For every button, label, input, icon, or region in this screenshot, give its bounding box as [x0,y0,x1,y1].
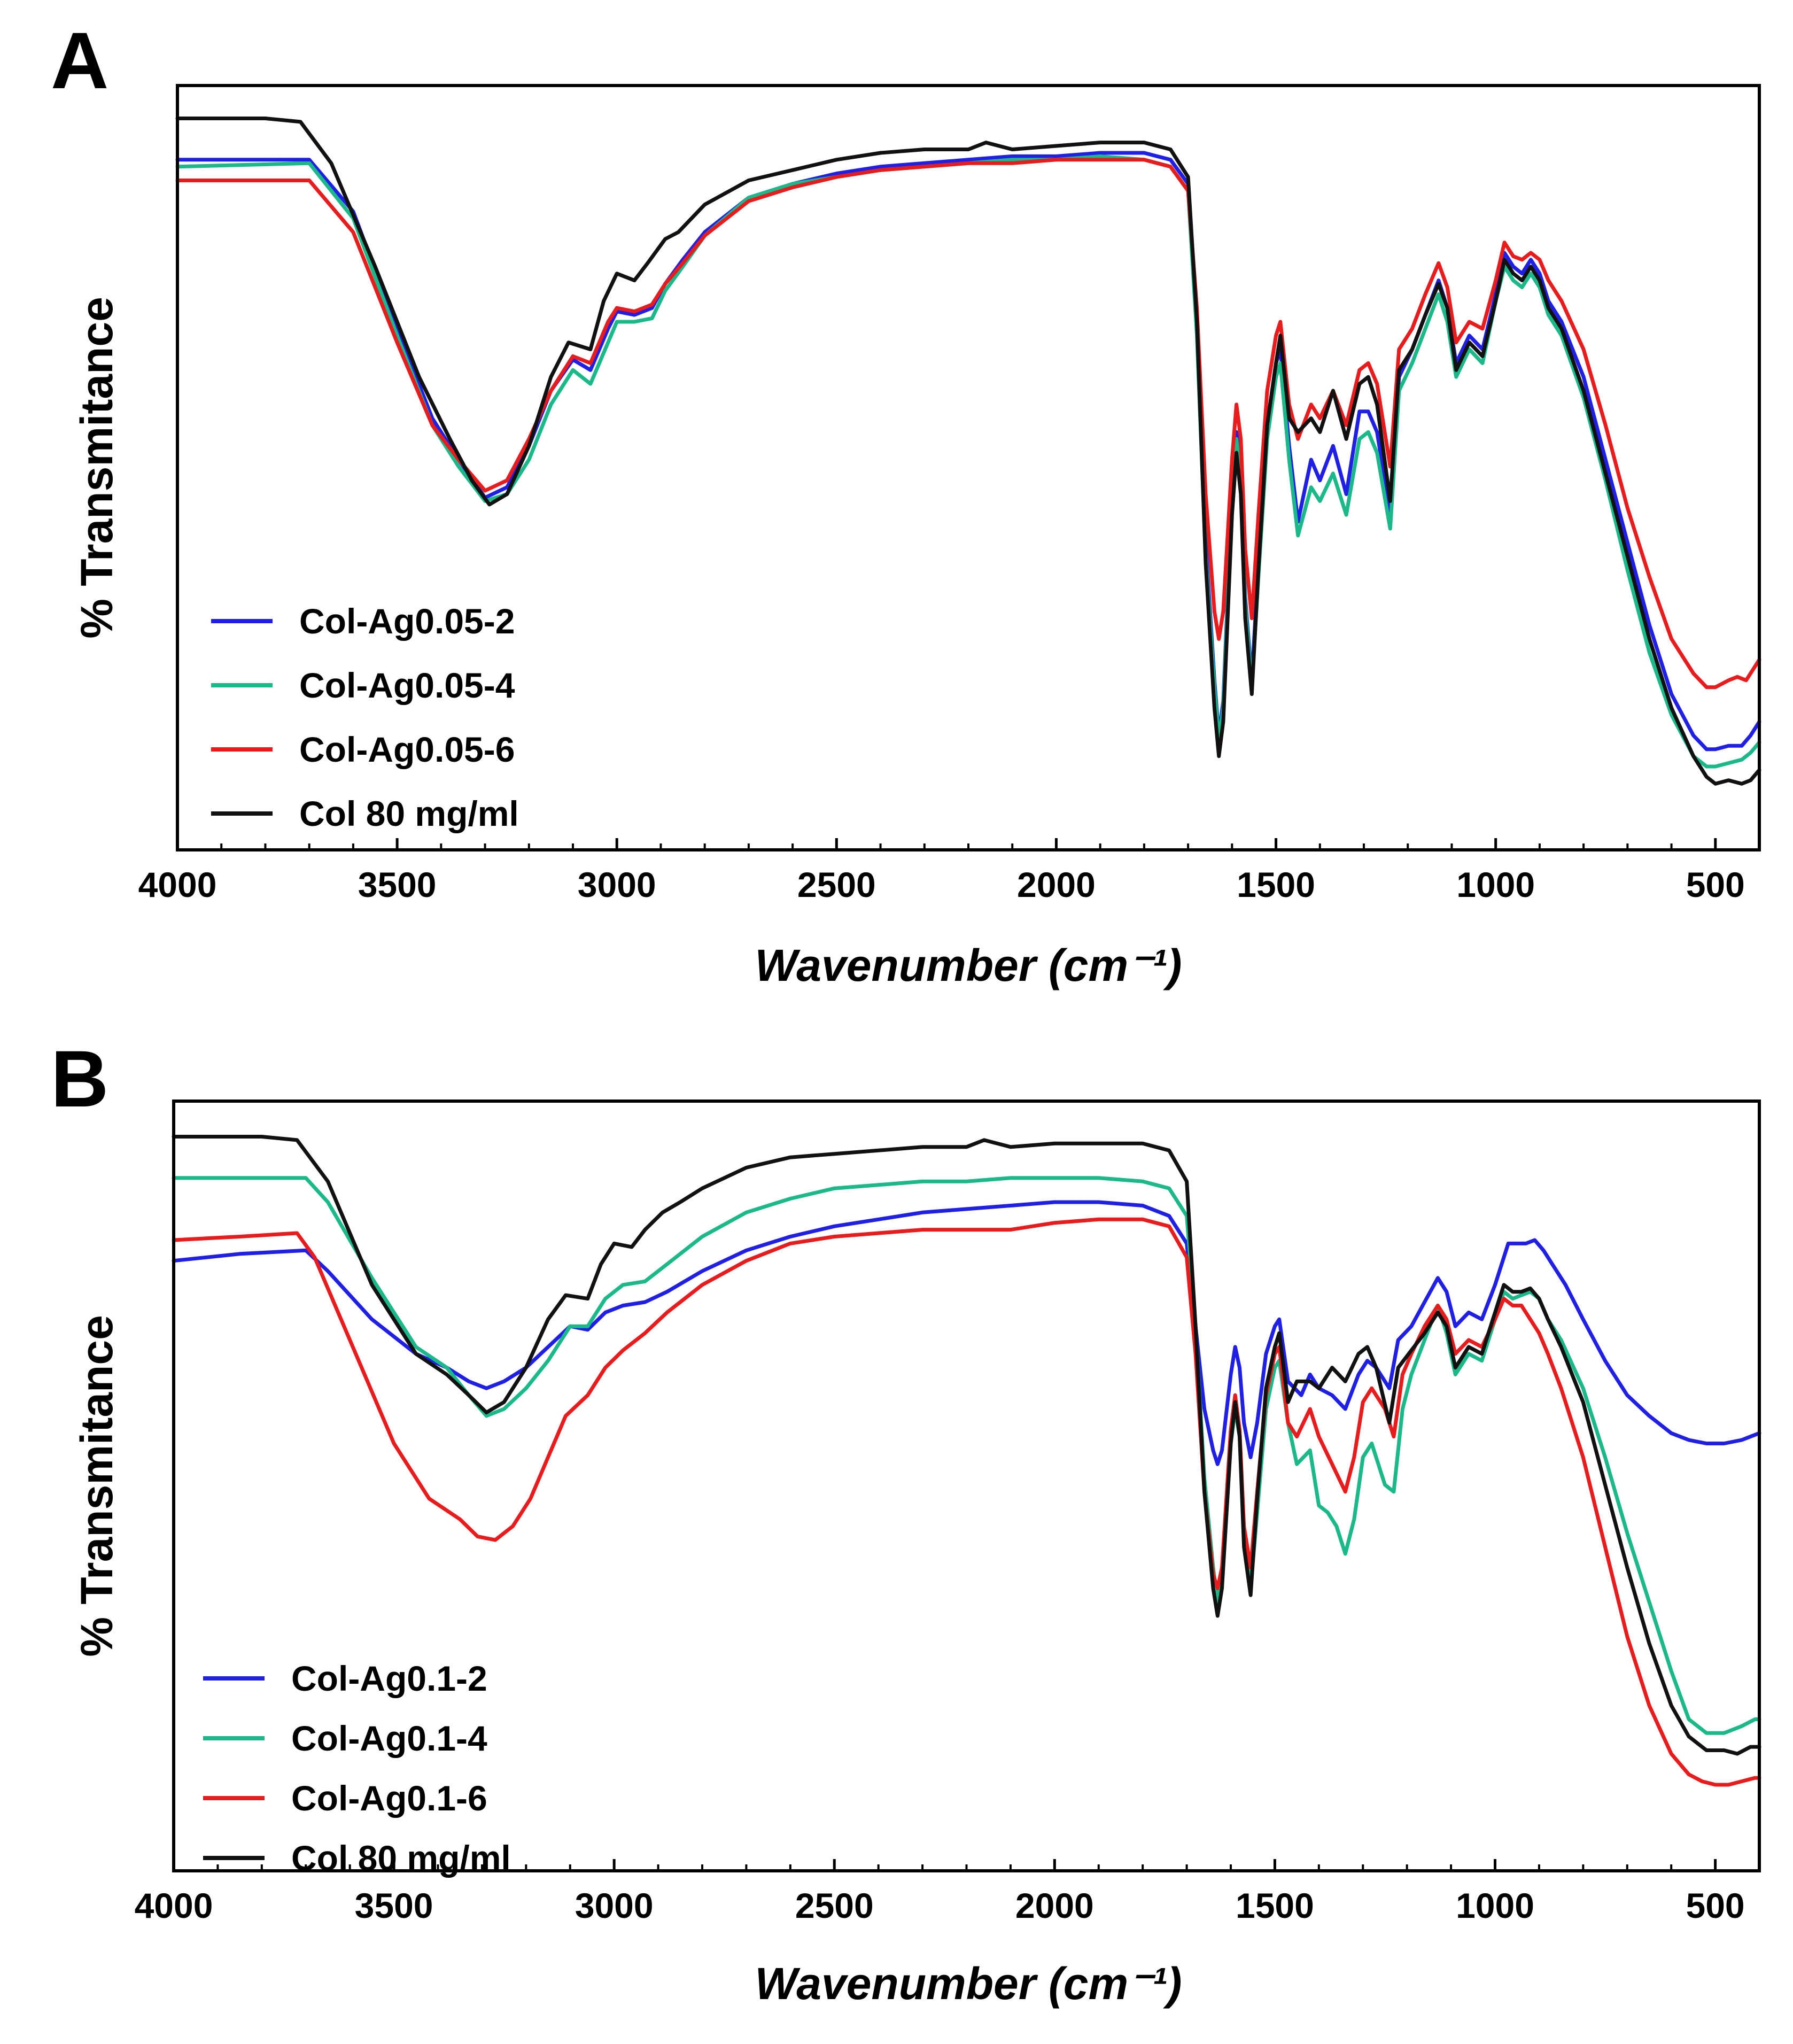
x-tick-label: 3000 [575,1886,654,1925]
x-tick-label: 500 [1686,865,1745,904]
chart-panel-a: A 4000 3500 3000 2500 2000 1500 1000 500 % Tran… [0,0,1793,1016]
panel-letter-b: B [51,1034,108,1124]
x-axis-title-b: Wavenumber (cm⁻¹) [755,1958,1182,2009]
series-line-1 [175,151,1761,752]
y-axis-title-a: % Transmitance [72,297,122,639]
legend-label-1: Col-Ag0.1-2 [291,1659,487,1698]
legend-label-4: Col 80 mg/ml [291,1838,511,1878]
series-line-4 [175,117,1761,786]
series-line-4 [172,1135,1761,1756]
x-tick-label: 1000 [1456,1886,1534,1925]
chart-panel-b: B 4000 3500 3000 2500 2000 1500 1000 500 % Tran… [0,1018,1793,2034]
series-line-3 [175,158,1761,690]
series-line-2 [172,1176,1761,1735]
x-axis-title-a: Wavenumber (cm⁻¹) [755,940,1182,990]
x-tick-label: 3000 [578,865,656,904]
series-layer-a [175,117,1761,786]
legend-label-2: Col-Ag0.05-4 [299,665,515,705]
x-tick-label: 1500 [1237,865,1315,904]
legend-label-3: Col-Ag0.1-6 [291,1778,487,1818]
chart-b-svg: B 4000 3500 3000 2500 2000 1500 1000 500 % Tran… [51,1034,1761,2009]
x-ticks-b: 4000 3500 3000 2500 2000 1500 1000 500 [135,1859,1745,1925]
legend-label-4: Col 80 mg/ml [299,794,519,833]
x-tick-label: 500 [1686,1886,1745,1925]
legend-a: Col-Ag0.05-2 Col-Ag0.05-4 Col-Ag0.05-6 Col … [211,601,519,833]
legend-b: Col-Ag0.1-2 Col-Ag0.1-4 Col-Ag0.1-6 Col 80 … [203,1659,511,1878]
x-tick-label: 2000 [1017,865,1096,904]
x-tick-label: 1000 [1456,865,1535,904]
legend-label-1: Col-Ag0.05-2 [299,601,515,641]
series-line-3 [172,1217,1761,1787]
x-tick-label: 2000 [1015,1886,1094,1925]
x-ticks-a: 4000 3500 3000 2500 2000 1500 1000 500 [138,838,1745,904]
x-axis-unit-b: (cm⁻¹) [1049,1958,1182,2009]
series-line-1 [172,1200,1761,1466]
x-tick-label: 1500 [1236,1886,1314,1925]
y-axis-title-b: % Transmitance [72,1315,122,1657]
x-tick-label: 4000 [138,865,217,904]
x-tick-label: 2500 [797,865,876,904]
panel-letter-a: A [51,16,108,105]
legend-label-3: Col-Ag0.05-6 [299,730,515,769]
x-axis-title-text-b: Wavenumber [755,1958,1038,2009]
x-axis-title-text-a: Wavenumber [755,940,1038,990]
series-layer-b [172,1135,1761,1787]
x-tick-label: 2500 [795,1886,874,1925]
chart-a-svg: A 4000 3500 3000 2500 2000 1500 1000 500 % Tran… [51,16,1761,990]
x-axis-unit-a: (cm⁻¹) [1049,940,1182,990]
x-tick-label: 3500 [355,1886,433,1925]
x-tick-label: 4000 [135,1886,213,1925]
legend-label-2: Col-Ag0.1-4 [291,1718,487,1758]
x-tick-label: 3500 [358,865,437,904]
